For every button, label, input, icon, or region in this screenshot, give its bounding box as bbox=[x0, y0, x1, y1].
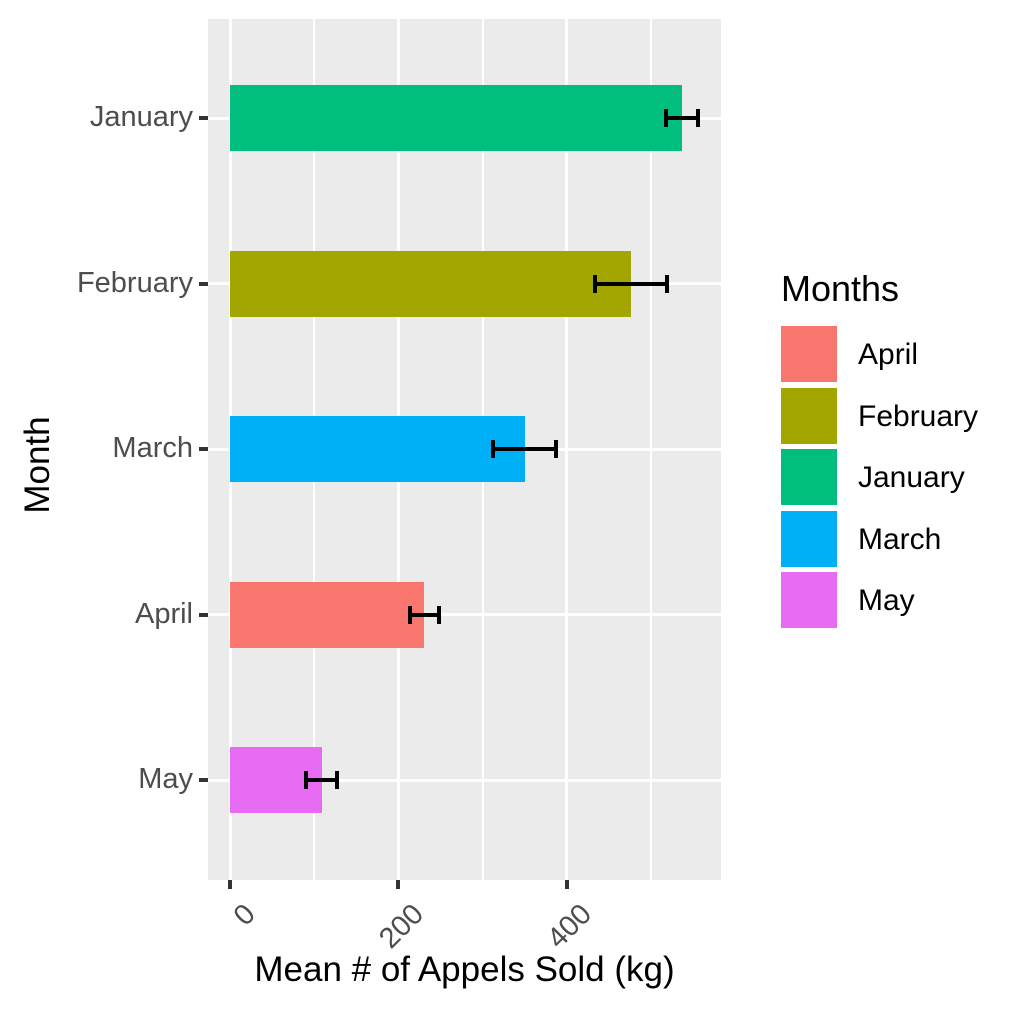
error-bar-cap-max-may bbox=[335, 771, 340, 789]
x-tick-label-200: 200 bbox=[373, 898, 430, 955]
x-tick-label-400: 400 bbox=[541, 898, 599, 955]
error-bar-cap-min-january bbox=[664, 109, 669, 127]
bar-april bbox=[230, 581, 425, 648]
bar-january bbox=[230, 85, 682, 151]
gridline-major-y-april bbox=[208, 613, 721, 616]
error-bar-cap-max-april bbox=[437, 605, 442, 624]
legend-key-may bbox=[781, 572, 837, 628]
error-bar-february bbox=[592, 281, 669, 286]
bar-march bbox=[230, 416, 525, 482]
x-axis-title: Mean # of Appels Sold (kg) bbox=[254, 950, 675, 989]
error-bar-may bbox=[304, 778, 340, 782]
legend-label-january: January bbox=[858, 461, 965, 494]
y-tick-mark-march bbox=[199, 447, 208, 451]
legend-key-april bbox=[781, 326, 837, 382]
bar-february bbox=[230, 250, 631, 317]
y-tick-mark-january bbox=[199, 116, 208, 120]
y-tick-mark-february bbox=[199, 281, 208, 286]
error-bar-cap-max-january bbox=[695, 109, 700, 127]
y-tick-mark-april bbox=[199, 612, 208, 617]
error-bar-march bbox=[490, 447, 559, 451]
error-bar-january bbox=[664, 116, 700, 120]
y-tick-label-march: March bbox=[112, 432, 193, 464]
error-bar-cap-max-march bbox=[554, 440, 559, 458]
error-bar-cap-min-march bbox=[490, 440, 495, 458]
y-tick-label-february: February bbox=[76, 266, 193, 299]
legend-label-april: April bbox=[858, 338, 919, 371]
x-tick-mark-200 bbox=[396, 880, 401, 889]
x-tick-mark-400 bbox=[564, 880, 569, 889]
legend-key-march bbox=[781, 510, 837, 567]
x-tick-label-0: 0 bbox=[227, 898, 262, 933]
legend-key-january bbox=[781, 449, 837, 505]
y-tick-label-january: January bbox=[89, 101, 193, 133]
y-tick-mark-may bbox=[199, 778, 208, 782]
error-bar-cap-min-may bbox=[304, 771, 309, 789]
y-axis-title: Month bbox=[18, 415, 57, 514]
gridline-major-y-may bbox=[208, 778, 721, 782]
error-bar-cap-max-february bbox=[664, 274, 669, 293]
error-bar-april bbox=[407, 612, 442, 617]
legend-label-february: February bbox=[858, 399, 979, 433]
y-tick-label-april: April bbox=[134, 597, 193, 630]
y-tick-label-may: May bbox=[138, 763, 193, 795]
plot-panel bbox=[208, 19, 721, 880]
legend-label-march: March bbox=[858, 522, 942, 556]
legend-title: Months bbox=[781, 268, 900, 309]
error-bar-cap-min-april bbox=[407, 605, 412, 624]
legend-label-may: May bbox=[858, 584, 915, 617]
error-bar-cap-min-february bbox=[592, 274, 597, 293]
x-tick-mark-0 bbox=[228, 880, 232, 889]
legend-key-february bbox=[781, 387, 837, 444]
